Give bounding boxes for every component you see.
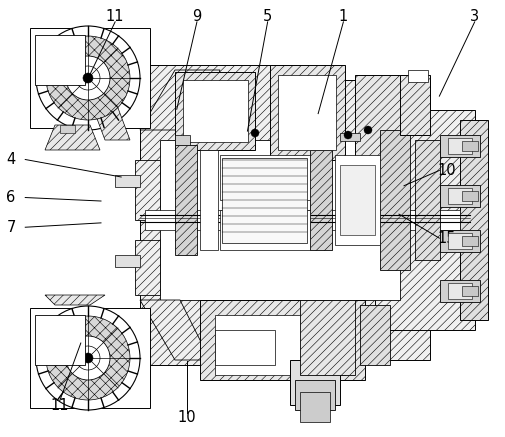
- Circle shape: [83, 353, 93, 363]
- Bar: [340, 165, 375, 235]
- Circle shape: [46, 316, 130, 400]
- Bar: [310, 150, 332, 250]
- Circle shape: [36, 306, 140, 410]
- Bar: [448, 138, 472, 154]
- Bar: [440, 230, 480, 252]
- Bar: [300, 80, 430, 360]
- Text: 10: 10: [438, 163, 456, 178]
- Text: 4: 4: [7, 152, 16, 167]
- Bar: [215, 330, 275, 365]
- Circle shape: [46, 36, 130, 120]
- Bar: [60, 125, 75, 133]
- Bar: [278, 75, 336, 150]
- Bar: [400, 75, 430, 135]
- Bar: [160, 140, 400, 300]
- Circle shape: [66, 336, 110, 380]
- Bar: [300, 300, 355, 375]
- Text: 6: 6: [7, 190, 16, 205]
- Bar: [200, 150, 218, 250]
- Bar: [360, 305, 390, 365]
- Bar: [448, 283, 472, 299]
- Circle shape: [76, 346, 100, 370]
- Polygon shape: [90, 100, 130, 140]
- Bar: [135, 240, 160, 295]
- Bar: [462, 236, 478, 246]
- Text: 15: 15: [438, 231, 456, 246]
- Text: 9: 9: [192, 9, 201, 24]
- Text: 10: 10: [178, 410, 196, 425]
- Bar: [380, 130, 410, 270]
- Polygon shape: [45, 295, 105, 305]
- Polygon shape: [140, 300, 210, 360]
- Bar: [448, 233, 472, 249]
- Bar: [30, 308, 150, 408]
- Bar: [175, 72, 255, 150]
- Bar: [115, 175, 140, 187]
- Bar: [375, 110, 475, 330]
- Text: 11: 11: [106, 9, 124, 24]
- Bar: [295, 380, 335, 410]
- Bar: [175, 155, 390, 285]
- Text: 3: 3: [470, 9, 479, 24]
- Bar: [440, 135, 480, 157]
- Bar: [35, 35, 85, 85]
- Bar: [300, 392, 330, 422]
- Bar: [220, 155, 310, 200]
- Bar: [30, 28, 150, 128]
- Bar: [290, 360, 340, 405]
- Circle shape: [344, 131, 352, 139]
- Bar: [340, 133, 360, 141]
- Bar: [140, 65, 300, 365]
- Bar: [175, 145, 197, 255]
- Bar: [440, 280, 480, 302]
- Circle shape: [66, 56, 110, 100]
- Circle shape: [83, 73, 93, 83]
- Circle shape: [251, 129, 259, 137]
- Bar: [448, 188, 472, 204]
- Bar: [335, 155, 380, 245]
- Circle shape: [364, 126, 372, 134]
- Bar: [460, 120, 488, 320]
- Bar: [440, 185, 480, 207]
- Bar: [415, 140, 440, 260]
- Text: 11: 11: [50, 398, 69, 413]
- Polygon shape: [45, 125, 100, 150]
- Bar: [222, 158, 307, 243]
- Polygon shape: [140, 70, 220, 130]
- Bar: [462, 141, 478, 151]
- Bar: [175, 135, 190, 145]
- Bar: [408, 70, 428, 82]
- Text: 5: 5: [263, 9, 272, 24]
- Bar: [270, 65, 345, 160]
- Bar: [135, 160, 160, 220]
- Bar: [355, 75, 405, 160]
- Bar: [220, 210, 310, 250]
- Bar: [115, 255, 140, 267]
- Circle shape: [36, 26, 140, 130]
- Bar: [215, 315, 345, 375]
- Bar: [200, 300, 365, 380]
- Text: 7: 7: [7, 220, 16, 235]
- Bar: [183, 80, 248, 142]
- Text: 1: 1: [339, 9, 348, 24]
- Circle shape: [76, 66, 100, 90]
- Bar: [145, 210, 460, 230]
- Bar: [462, 286, 478, 296]
- Bar: [462, 191, 478, 201]
- Bar: [35, 315, 85, 365]
